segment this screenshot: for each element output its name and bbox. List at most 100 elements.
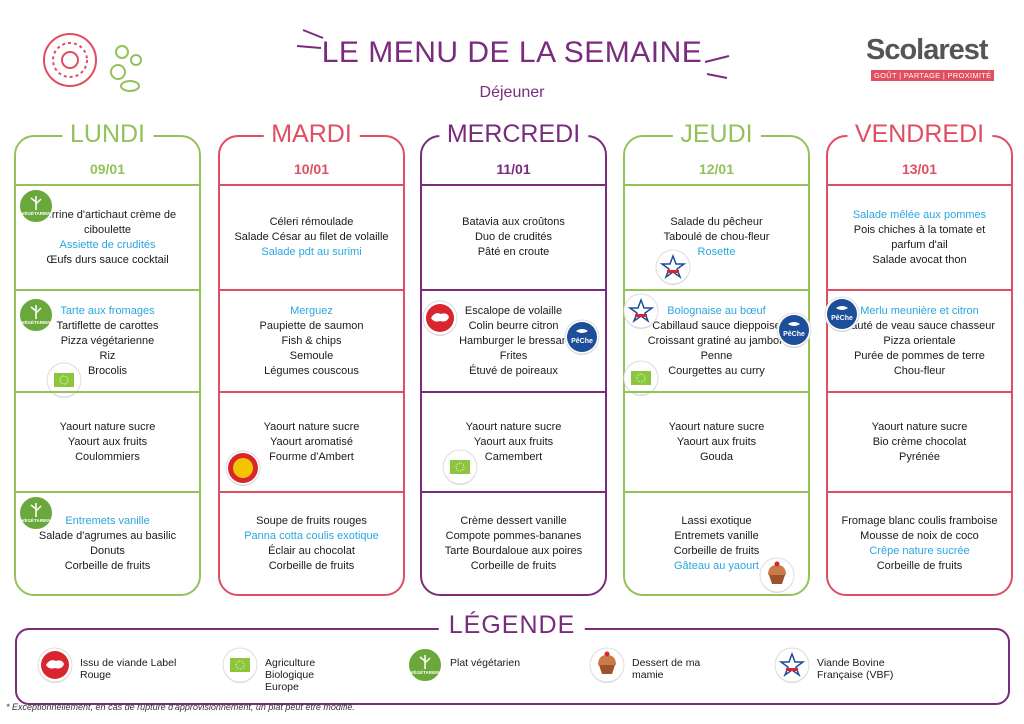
menu-section: Salade mêlée aux pommes Pois chiches à la… (826, 185, 1013, 290)
menu-item: Riz (99, 349, 116, 362)
menu-section: Merguez Paupiette de saumon Fish & chips Se… (218, 290, 405, 392)
menu-item: Merlu meunière et citron (860, 304, 979, 317)
menu-item: Céleri rémoulade (269, 216, 354, 228)
badge-shape (30, 196, 42, 210)
menu-item: Entremets vanille (65, 515, 150, 527)
day-name: JEUDI (672, 120, 761, 148)
badge-label: VÉGÉTARIEN (22, 516, 51, 523)
menu-item: Yaourt nature sucre (465, 420, 562, 433)
day-date: 13/01 (901, 161, 938, 177)
legend-text: Viande Bovine Française (VBF) (817, 657, 894, 681)
badge (422, 300, 458, 336)
badge-shape (30, 305, 42, 319)
separator (623, 289, 810, 291)
badge-shape (450, 460, 470, 474)
separator (826, 184, 1013, 186)
menu-item: Semoule (289, 349, 334, 362)
menu-item: Taboulé de chou-fleur (663, 231, 770, 243)
menu-item: Assiette de crudités (59, 238, 156, 251)
menu-section: Yaourt nature sucre Yaourt aux fruits Goud… (623, 392, 810, 492)
badge-shape (30, 503, 42, 517)
separator (14, 184, 201, 186)
badge-shape (599, 665, 615, 674)
badge-shape (768, 565, 786, 575)
separator (420, 491, 607, 493)
menu-item: Yaourt aux fruits (473, 435, 554, 448)
menu-item: Étuvé de poireaux (469, 364, 558, 377)
day-date: 11/01 (496, 161, 531, 177)
badge-shape (567, 322, 597, 352)
badge (774, 647, 810, 683)
menu-item: Crème dessert vanille (460, 515, 567, 527)
badge-label: PêChe (831, 315, 853, 322)
menu-item: Hamburger le bressan (459, 334, 568, 347)
badge-shape (598, 655, 616, 665)
menu-item: Yaourt aux fruits (676, 435, 757, 448)
menu-item: Tarte aux fromages (60, 304, 155, 317)
day-column (826, 135, 1013, 596)
badge-shape (774, 561, 780, 567)
menu-item: Sauté de veau sauce chasseur (843, 319, 996, 332)
menu-item: Gouda (699, 450, 734, 463)
legend-text: Agriculture Biologique Europe (265, 657, 316, 693)
menu-section: Tarte aux fromages Tartiflette de carotte… (14, 290, 201, 392)
separator (623, 491, 810, 493)
menu-item: Gâteau au yaourt (673, 560, 759, 572)
badge-shape (604, 651, 610, 657)
menu-section: Verrine d'artichaut crème de ciboulette A… (14, 185, 201, 290)
menu-item: Salade d'agrumes au basilic (38, 530, 177, 542)
menu-item: Mousse de noix de coco (860, 530, 979, 542)
menu-item: Courgettes au curry (668, 364, 765, 377)
badge (655, 249, 691, 285)
menu-item: Corbeille de fruits (64, 560, 151, 572)
badge (225, 450, 261, 486)
menu-item: Colin beurre citron (468, 319, 559, 332)
menu-item: Yaourt nature sucre (871, 420, 968, 433)
footnote: * Exceptionnellement, en cas de rupture … (6, 702, 355, 712)
menu-item: Entremets vanille (674, 530, 759, 542)
badge-shape (779, 315, 809, 345)
separator (218, 184, 405, 186)
badge-shape (46, 660, 64, 669)
day-column (623, 135, 810, 596)
badge-shape (836, 306, 848, 310)
badge: PêChe (564, 319, 600, 355)
separator (218, 491, 405, 493)
menu-item: Œufs durs sauce cocktail (46, 253, 169, 266)
menu-item: Compote pommes-bananes (445, 530, 582, 542)
menu-item: Salade César au filet de volaille (234, 231, 389, 243)
menu-section: Bolognaise au bœuf Cabillaud sauce dieppo… (623, 290, 810, 392)
badge-label: VÉGÉTARIEN (22, 209, 51, 216)
badge-label: PêChe (783, 331, 805, 338)
subtitle: Déjeuner (479, 84, 545, 101)
menu-section: Yaourt nature sucre Yaourt aux fruits Came… (420, 392, 607, 492)
legend-text: Dessert de ma mamie (632, 657, 701, 681)
badge-shape (631, 371, 651, 385)
badge-shape (635, 314, 647, 317)
badge-shape (230, 658, 250, 672)
badge (37, 647, 73, 683)
menu-item: Yaourt nature sucre (668, 420, 765, 433)
day-name: MERCREDI (438, 120, 589, 148)
menu-item: Yaourt aromatisé (270, 435, 353, 448)
menu-item: Soupe de fruits rouges (256, 515, 367, 527)
menu-section: Batavia aux croûtons Duo de crudités Pâté … (420, 185, 607, 290)
badge-shape (636, 373, 646, 383)
badge-shape (667, 270, 679, 273)
legend-text: Plat végétarien (450, 657, 521, 669)
separator (826, 391, 1013, 393)
day-name: MARDI (263, 120, 360, 148)
title-strokes (296, 29, 730, 79)
day-name: LUNDI (61, 120, 154, 148)
menu-item: Salade avocat thon (872, 253, 967, 266)
menu-item: Duo de crudités (474, 231, 553, 243)
menu-section: Escalope de volaille Colin beurre citron H… (420, 290, 607, 392)
badge-shape (788, 322, 800, 326)
separator (14, 391, 201, 393)
badge-shape (233, 458, 253, 478)
badge-shape (431, 313, 449, 322)
menu-item: Corbeille de fruits (673, 545, 760, 557)
menu-section: Crème dessert vanille Compote pommes-bana… (420, 492, 607, 596)
